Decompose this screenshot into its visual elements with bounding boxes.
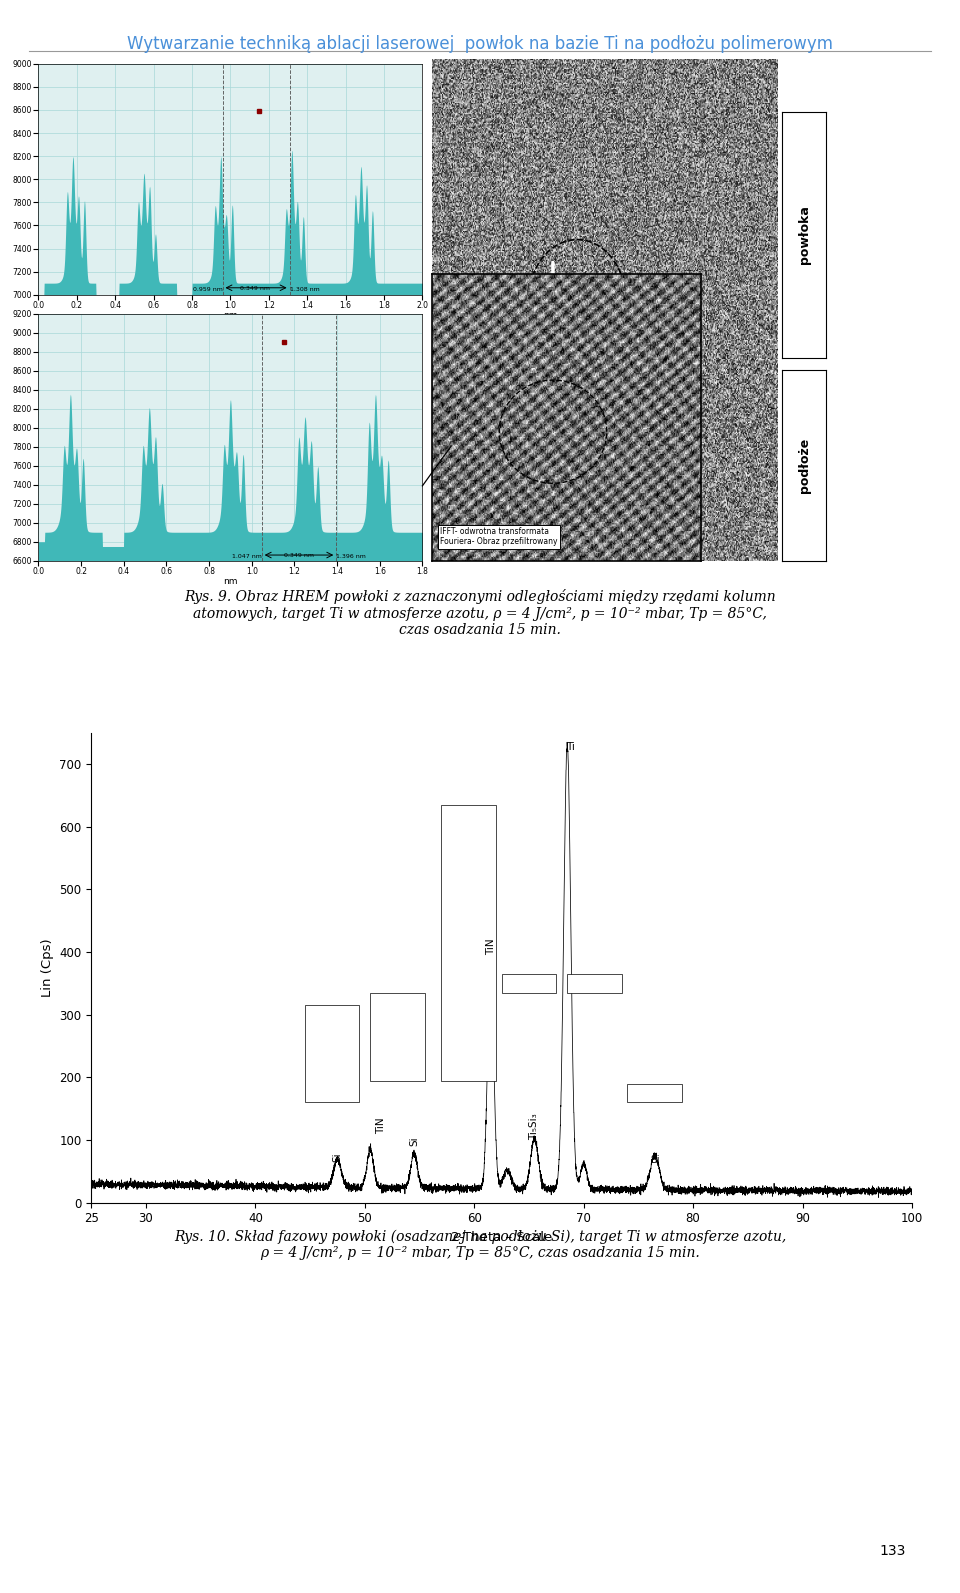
Text: Si: Si — [409, 1137, 420, 1147]
Text: TiN: TiN — [376, 1117, 386, 1134]
Bar — [501, 973, 556, 992]
Text: 0.349 nm: 0.349 nm — [283, 553, 314, 558]
Text: Si: Si — [332, 1152, 343, 1161]
Text: Si: Si — [650, 1155, 660, 1164]
Text: podłoże: podłoże — [798, 438, 810, 492]
X-axis label: nm: nm — [223, 311, 238, 320]
Text: Ti: Ti — [566, 742, 575, 752]
Text: Ti₅Si₃: Ti₅Si₃ — [529, 1114, 540, 1141]
Text: 133: 133 — [879, 1544, 906, 1558]
Text: Wytwarzanie techniką ablacji laserowej  powłok na bazie Ti na podłożu polimerowy: Wytwarzanie techniką ablacji laserowej p… — [127, 35, 833, 53]
Y-axis label: Lin (Cps): Lin (Cps) — [40, 938, 54, 997]
Text: Rys. 9. Obraz HREM powłoki z zaznaczonymi odległościami między rzędami kolumn
at: Rys. 9. Obraz HREM powłoki z zaznaczonym… — [184, 589, 776, 637]
Text: powłoka: powłoka — [798, 205, 810, 264]
Text: 1.047 nm: 1.047 nm — [232, 554, 262, 559]
Bar — [304, 1005, 359, 1102]
Bar — [371, 992, 425, 1080]
Text: Rys. 10. Skład fazowy powłoki (osadzanej na podłożu Si), target Ti w atmosferze : Rys. 10. Skład fazowy powłoki (osadzanej… — [174, 1230, 786, 1260]
X-axis label: 2-Theta – Scale: 2-Theta – Scale — [451, 1231, 552, 1244]
Bar — [567, 973, 622, 992]
Text: 1.308 nm: 1.308 nm — [290, 287, 320, 292]
Bar — [442, 804, 496, 1080]
Text: 1.396 nm: 1.396 nm — [336, 554, 366, 559]
Text: IFFT- odwrotna transformata
Fouriera- Obraz przefiltrowany: IFFT- odwrotna transformata Fouriera- Ob… — [440, 527, 558, 546]
Text: 0.959 nm: 0.959 nm — [193, 287, 223, 292]
Text: TiN: TiN — [486, 938, 495, 956]
X-axis label: nm: nm — [223, 577, 238, 586]
Bar — [628, 1083, 683, 1102]
Text: 0.349 nm: 0.349 nm — [240, 287, 271, 292]
